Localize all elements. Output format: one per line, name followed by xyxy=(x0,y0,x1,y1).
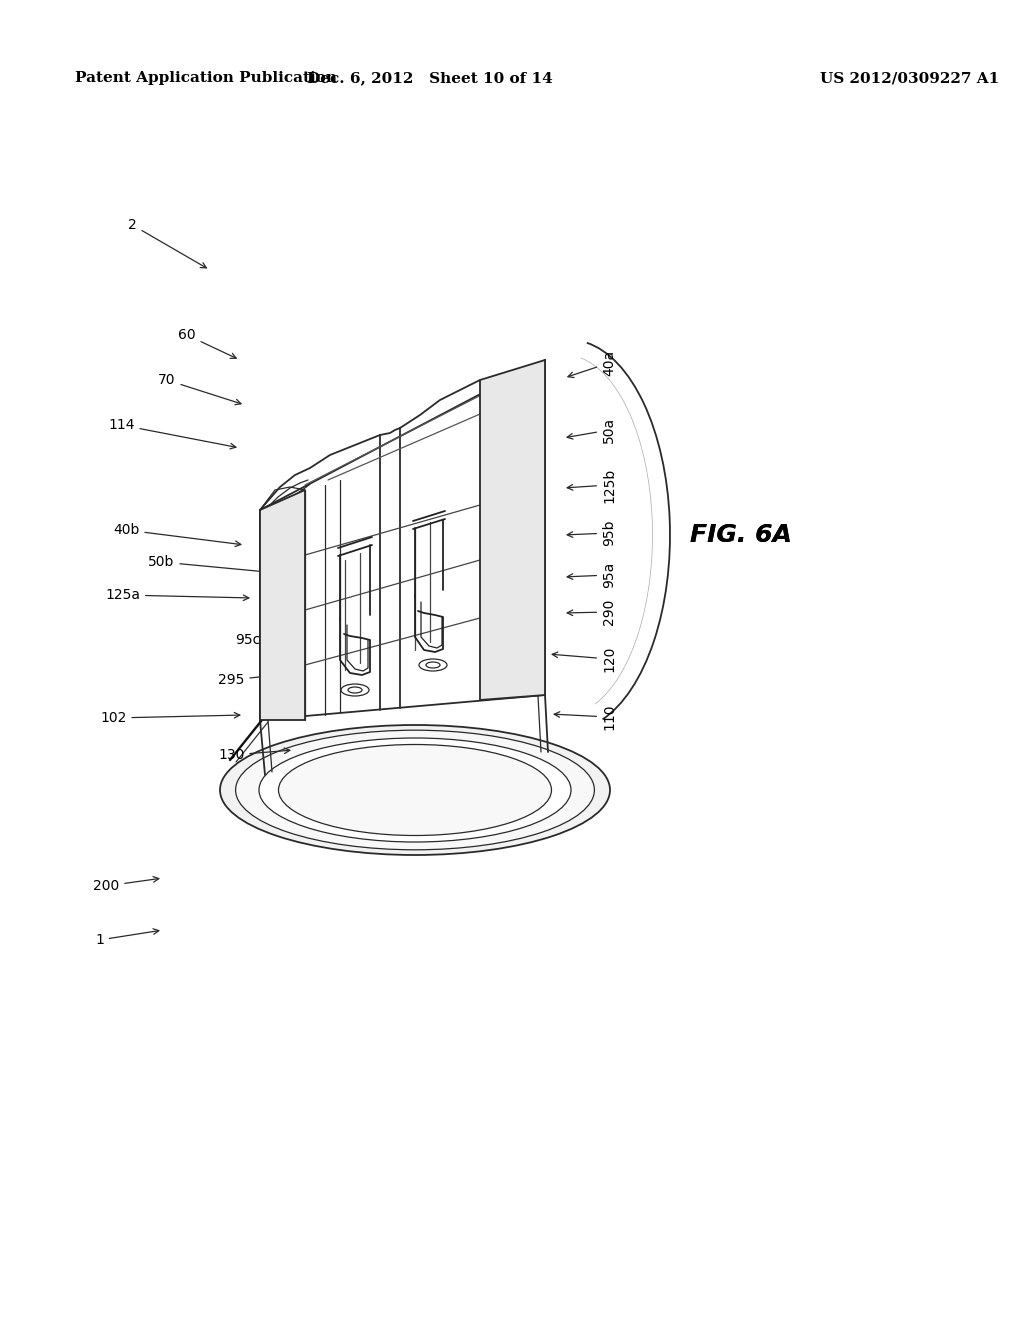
Text: 120: 120 xyxy=(552,645,616,672)
Text: 110: 110 xyxy=(554,704,616,730)
Text: FIG. 6A: FIG. 6A xyxy=(690,523,792,546)
Text: US 2012/0309227 A1: US 2012/0309227 A1 xyxy=(820,71,999,84)
Text: 95a: 95a xyxy=(567,562,616,589)
Text: 102: 102 xyxy=(100,711,240,725)
Text: 40b: 40b xyxy=(113,523,241,546)
Text: 1: 1 xyxy=(95,929,159,946)
Text: 50b: 50b xyxy=(148,554,273,574)
Text: 295: 295 xyxy=(218,672,292,686)
Text: 290: 290 xyxy=(567,599,616,626)
Text: 50a: 50a xyxy=(567,417,616,444)
Text: 2: 2 xyxy=(128,218,207,268)
Text: Dec. 6, 2012   Sheet 10 of 14: Dec. 6, 2012 Sheet 10 of 14 xyxy=(307,71,553,84)
Ellipse shape xyxy=(220,725,610,855)
Text: Patent Application Publication: Patent Application Publication xyxy=(75,71,337,84)
Polygon shape xyxy=(260,490,305,719)
Text: 130: 130 xyxy=(218,748,290,762)
Text: 125b: 125b xyxy=(567,467,616,503)
Ellipse shape xyxy=(259,738,571,842)
Text: 95c: 95c xyxy=(234,634,301,647)
Text: 200: 200 xyxy=(93,876,159,894)
Text: 70: 70 xyxy=(158,374,241,405)
Text: 125a: 125a xyxy=(105,587,249,602)
Polygon shape xyxy=(480,360,545,700)
Text: 114: 114 xyxy=(108,418,236,449)
Text: 60: 60 xyxy=(178,327,237,358)
Ellipse shape xyxy=(279,744,552,836)
Text: 95b: 95b xyxy=(567,520,616,546)
Ellipse shape xyxy=(236,730,594,850)
Text: FIG. 6A: FIG. 6A xyxy=(690,523,792,546)
Text: 40a: 40a xyxy=(568,350,616,378)
